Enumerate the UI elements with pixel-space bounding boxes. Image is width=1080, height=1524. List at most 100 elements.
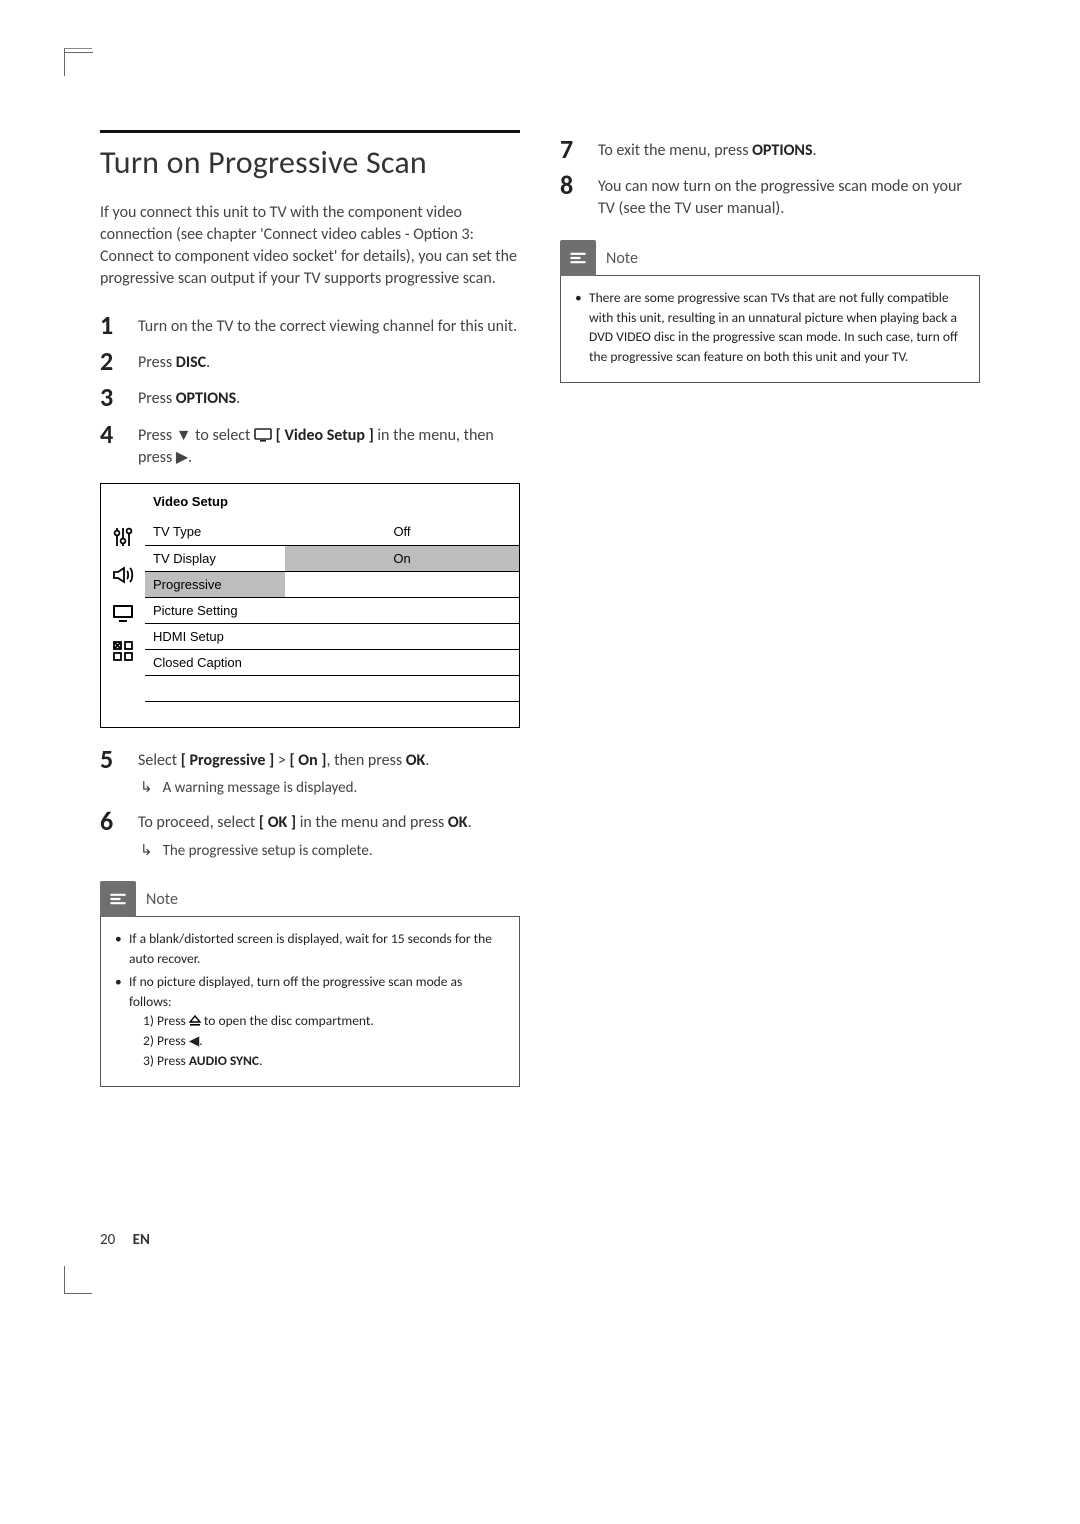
page-title: Turn on Progressive Scan [100,143,520,182]
step-text: You can now turn on the progressive scan… [598,172,980,220]
menu-item: Picture Setting [145,597,285,623]
step-text: Select [ Progressive ] > [ On ], then pr… [138,746,520,799]
t: [ Video Setup ] [276,426,374,445]
note-box-1: Note If a blank/distorted screen is disp… [100,881,520,1087]
step-2: 2 Press DISC. [100,348,520,374]
monitor-icon [111,601,135,625]
note-subitem: 2) Press ◀. [129,1031,505,1051]
menu-values-column: Off On . . . . . . [285,519,519,727]
menu-value-blank: . [285,597,519,623]
menu-items-column: TV Type TV Display Progressive Picture S… [145,519,285,727]
note-item: There are some progressive scan TVs that… [575,288,965,366]
t: . [236,389,240,408]
result-arrow-icon: ↳ [140,778,153,799]
t: OPTIONS [752,141,812,160]
t: DISC [176,353,206,372]
menu-title: Video Setup [101,484,519,519]
monitor-icon [254,428,272,442]
step-text: Press OPTIONS. [138,384,520,410]
t: 3) Press [143,1052,189,1069]
t: 1) Press [143,1012,189,1029]
note-box-2: Note There are some progressive scan TVs… [560,240,980,383]
t: . [206,353,210,372]
step-number: 3 [100,384,122,410]
step-number: 6 [100,808,122,861]
t: > [274,751,289,770]
note-label: Note [146,890,178,909]
menu-value-blank: . [285,675,519,701]
video-setup-menu: Video Setup TV Type TV Display Progressi… [100,483,520,728]
note-item: If a blank/distorted screen is displayed… [115,929,505,968]
t: , then press [326,751,405,770]
page-number: 20 [100,1231,115,1249]
menu-item-blank: . [145,701,285,727]
t: [ On ] [289,751,326,770]
step-text: Press ▼ to select [ Video Setup ] in the… [138,421,520,469]
t: If no picture displayed, turn off the pr… [129,973,462,1010]
page-footer: 20 EN [100,1231,150,1249]
grid-icon [111,639,135,663]
step-7: 7 To exit the menu, press OPTIONS. [560,136,980,162]
step-result: ↳ A warning message is displayed. [138,778,520,799]
menu-item-blank: . [145,675,285,701]
eject-icon [189,1015,201,1027]
step-number: 7 [560,136,582,162]
speaker-icon [111,563,135,587]
note-subitem: 3) Press AUDIO SYNC. [129,1051,505,1071]
menu-value-blank: . [285,701,519,727]
step-5: 5 Select [ Progressive ] > [ On ], then … [100,746,520,799]
steps-list-left: 1 Turn on the TV to the correct viewing … [100,312,520,468]
menu-value-selected: On [285,545,519,571]
step-text: To proceed, select [ OK ] in the menu an… [138,808,520,861]
page-lang: EN [133,1231,150,1249]
t: [ Progressive ] [181,751,275,770]
sliders-icon [111,525,135,549]
t: OK [406,751,426,770]
t: Press [138,353,176,372]
menu-value-blank: . [285,571,519,597]
note-badge: Note [560,240,980,276]
right-column: 7 To exit the menu, press OPTIONS. 8 You… [560,130,980,1264]
menu-icon-column [101,519,145,727]
menu-item: HDMI Setup [145,623,285,649]
note-content: If a blank/distorted screen is displayed… [100,916,520,1087]
step-number: 4 [100,421,122,469]
t: [ OK ] [259,813,296,832]
menu-value: Off [285,519,519,545]
menu-item: TV Display [145,545,285,571]
menu-value-blank: . [285,649,519,675]
steps-list-left-2: 5 Select [ Progressive ] > [ On ], then … [100,746,520,862]
step-text: To exit the menu, press OPTIONS. [598,136,980,162]
note-content: There are some progressive scan TVs that… [560,275,980,383]
t: Select [138,751,181,770]
page-content: Turn on Progressive Scan If you connect … [100,130,980,1264]
t: Press [138,389,176,408]
steps-list-right: 7 To exit the menu, press OPTIONS. 8 You… [560,136,980,220]
note-item: If no picture displayed, turn off the pr… [115,972,505,1070]
step-8: 8 You can now turn on the progressive sc… [560,172,980,220]
t: to open the disc compartment. [204,1012,374,1029]
t: in the menu and press [296,813,448,832]
note-label: Note [606,249,638,268]
t: To proceed, select [138,813,259,832]
t: . [425,751,429,770]
result-arrow-icon: ↳ [140,841,153,862]
t: . [259,1052,262,1069]
intro-paragraph: If you connect this unit to TV with the … [100,202,520,290]
t: AUDIO SYNC [189,1052,259,1069]
step-number: 1 [100,312,122,338]
menu-body: TV Type TV Display Progressive Picture S… [101,519,519,727]
t: The progressive setup is complete. [163,841,373,862]
t: OPTIONS [176,389,236,408]
menu-item-selected: Progressive [145,571,285,597]
heading-rule [100,130,520,133]
step-4: 4 Press ▼ to select [ Video Setup ] in t… [100,421,520,469]
t: A warning message is displayed. [163,778,358,799]
step-3: 3 Press OPTIONS. [100,384,520,410]
t: To exit the menu, press [598,141,752,160]
t: OK [448,813,468,832]
t: . [467,813,471,832]
note-icon [560,240,596,276]
step-number: 5 [100,746,122,799]
crop-mark-top-left [64,48,92,76]
